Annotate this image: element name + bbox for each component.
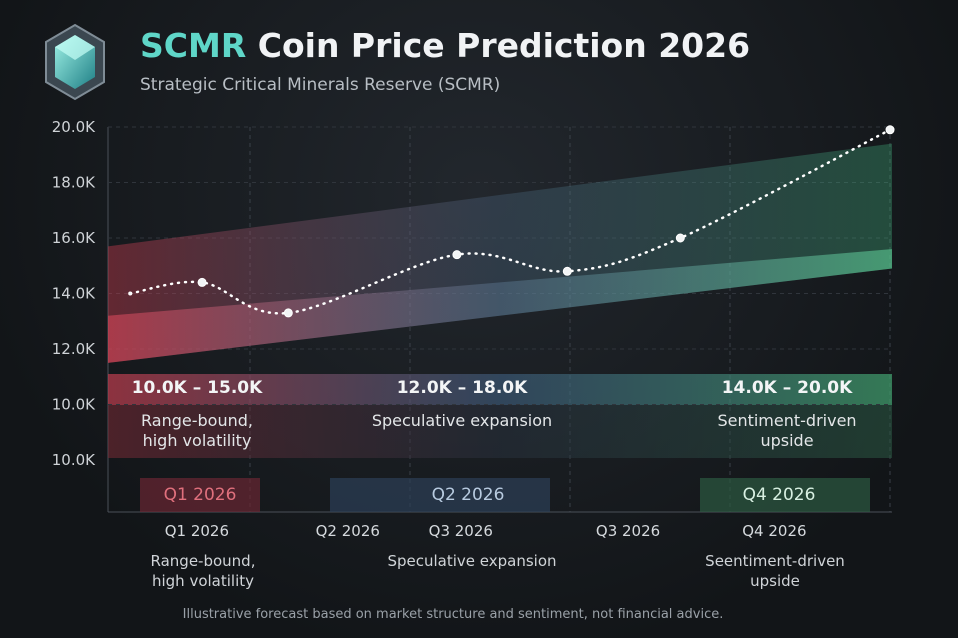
x-tick-label: Q2 2026	[316, 522, 380, 540]
axis-note: Speculative expansion	[387, 552, 557, 570]
point	[675, 233, 685, 243]
y-extra-label: 10.0K	[52, 451, 96, 469]
range-label: 12.0K – 18.0K	[396, 378, 528, 398]
x-tick-label: Q3 2026	[429, 522, 493, 540]
range-text: Sentiment-driven upside	[717, 411, 857, 450]
quarter-label: Q2 2026	[431, 485, 505, 505]
axis-note: Range-bound, high volatility	[150, 552, 256, 590]
axis-note: Seentiment-driven upside	[705, 552, 845, 590]
x-tick-label: Q4 2026	[742, 522, 806, 540]
range-text: Speculative expansion	[371, 411, 553, 430]
quarter-box	[330, 478, 550, 512]
x-tick-label: Q3 2026	[596, 522, 660, 540]
y-tick-label: 16.0K	[52, 229, 96, 247]
y-tick-label: 14.0K	[52, 285, 96, 303]
y-tick-label: 10.0K	[52, 396, 96, 414]
description-strip	[108, 405, 892, 458]
point	[283, 308, 293, 318]
point	[197, 277, 207, 287]
logo	[45, 23, 105, 101]
point	[562, 266, 572, 276]
chart-subtitle: Strategic Critical Minerals Reserve (SCM…	[140, 75, 501, 95]
point	[128, 291, 133, 296]
range-label: 10.0K – 15.0K	[131, 378, 263, 398]
quarter-label: Q4 2026	[742, 485, 816, 505]
title-highlight: SCMR	[140, 26, 247, 65]
inner-band	[108, 249, 892, 363]
range-strip	[108, 374, 892, 405]
x-tick-label: Q1 2026	[165, 522, 229, 540]
y-tick-label: 12.0K	[52, 340, 96, 358]
y-tick-label: 18.0K	[52, 174, 96, 192]
chart-title: SCMR Coin Price Prediction 2026	[140, 26, 750, 65]
footnote: Illustrative forecast based on market st…	[182, 607, 724, 622]
quarter-box	[140, 478, 260, 512]
title-text: Coin Price Prediction 2026	[257, 26, 751, 65]
quarter-label: Q1 2026	[163, 485, 237, 505]
point	[885, 125, 895, 135]
range-text: Range-bound, high volatility	[141, 411, 253, 450]
quarter-box	[700, 478, 870, 512]
point	[452, 250, 462, 260]
y-tick-label: 20.0K	[52, 118, 96, 136]
range-label: 14.0K – 20.0K	[721, 378, 853, 398]
